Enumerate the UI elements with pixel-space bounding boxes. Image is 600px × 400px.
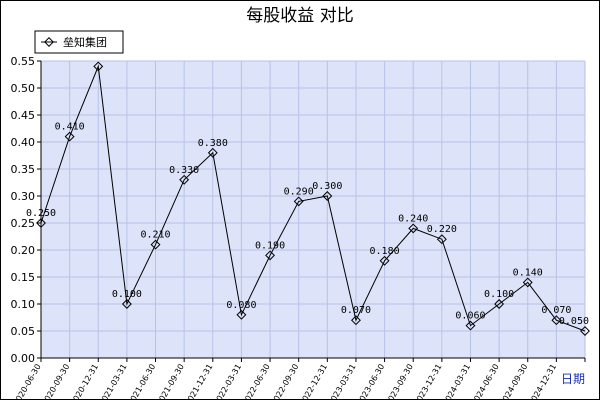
y-tick-label: 0.35 xyxy=(11,163,36,176)
data-label: 0.290 xyxy=(284,186,314,197)
x-tick-label: 2023-03-31 xyxy=(327,363,358,400)
data-point xyxy=(350,315,361,326)
data-point xyxy=(379,255,390,266)
x-tick-label: 2021-09-30 xyxy=(155,363,186,400)
data-label: 0.060 xyxy=(455,311,485,322)
x-tick-label: 2021-06-30 xyxy=(126,363,157,400)
y-tick-label: 0.00 xyxy=(11,352,36,365)
data-point xyxy=(436,234,447,245)
data-point xyxy=(150,239,161,250)
series-line xyxy=(40,64,586,332)
y-tick-label: 0.05 xyxy=(11,325,36,338)
data-label: 0.220 xyxy=(427,224,457,235)
data-label: 0.100 xyxy=(484,289,514,300)
x-tick-label: 2023-06-30 xyxy=(355,363,386,400)
data-label: 0.410 xyxy=(55,122,85,133)
data-point xyxy=(494,299,505,309)
data-point xyxy=(465,320,476,331)
x-tick-label: 2023-09-30 xyxy=(384,363,415,400)
y-tick-label: 0.55 xyxy=(11,55,36,68)
data-point xyxy=(179,174,190,185)
data-label: 0.330 xyxy=(169,165,199,176)
data-label: 0.070 xyxy=(541,305,571,316)
data-label: 0.250 xyxy=(26,208,56,219)
data-label: 0.140 xyxy=(513,267,543,278)
y-tick-label: 0.10 xyxy=(11,298,36,311)
data-label: 0.050 xyxy=(559,316,589,327)
x-tick-label: 2024-12-31 xyxy=(527,363,558,400)
legend-label: 垒知集团 xyxy=(63,35,107,49)
data-point xyxy=(293,196,304,207)
y-tick-label: 0.20 xyxy=(11,244,36,257)
data-label: 0.240 xyxy=(398,213,428,224)
legend-marker xyxy=(44,37,54,47)
x-tick-label: 2022-12-31 xyxy=(298,363,329,400)
data-label: 0.180 xyxy=(370,246,400,257)
x-tick-label: 2024-03-31 xyxy=(441,363,472,400)
data-point xyxy=(93,61,104,72)
y-tick-label: 0.50 xyxy=(11,82,36,95)
y-tick-label: 0.15 xyxy=(11,271,36,284)
data-point xyxy=(64,131,75,142)
data-point xyxy=(265,250,276,261)
x-axis-title: 日期 xyxy=(561,372,585,386)
x-tick-label: 2024-06-30 xyxy=(470,362,501,399)
data-point xyxy=(580,326,590,336)
data-label: 0.300 xyxy=(312,181,342,192)
data-point xyxy=(522,277,533,288)
data-label: 0.190 xyxy=(255,240,285,251)
x-tick-label: 2022-06-30 xyxy=(241,363,272,400)
x-tick-label: 2021-12-31 xyxy=(183,363,214,400)
plot-area xyxy=(41,61,585,358)
data-point xyxy=(207,147,218,158)
data-point xyxy=(322,191,333,201)
x-tick-label: 2020-06-30 xyxy=(12,363,43,400)
data-point xyxy=(36,218,46,228)
x-tick-label: 2024-09-30 xyxy=(498,363,529,400)
data-label: 0.380 xyxy=(198,138,228,149)
x-tick-label: 2021-03-31 xyxy=(98,363,129,400)
legend-box xyxy=(34,30,124,54)
data-label: 0.070 xyxy=(341,305,371,316)
data-label: 0.210 xyxy=(140,230,170,241)
x-tick-label: 2020-12-31 xyxy=(69,363,100,400)
x-tick-label: 2023-12-31 xyxy=(413,363,444,400)
legend: 垒知集团 xyxy=(34,30,124,54)
data-point xyxy=(551,315,562,326)
data-point xyxy=(408,223,419,234)
data-labels: 0.250 0.410 0.100 0.210 0.330 0.380 0.080 0.190… xyxy=(26,122,589,327)
x-tick-label: 2022-09-30 xyxy=(269,363,300,400)
data-point xyxy=(236,309,247,320)
x-tick-label: 2020-09-30 xyxy=(40,363,71,400)
chart-title: 每股收益 对比 xyxy=(246,6,353,26)
y-tick-label: 0.25 xyxy=(11,217,36,230)
x-tick-label: 2022-03-31 xyxy=(212,363,243,400)
y-tick-label: 0.30 xyxy=(11,190,36,203)
y-tick-label: 0.40 xyxy=(11,136,36,149)
data-point xyxy=(121,299,132,309)
series-layer xyxy=(36,61,590,336)
y-tick-label: 0.45 xyxy=(11,109,36,122)
data-label: 0.100 xyxy=(112,289,142,300)
data-label: 0.080 xyxy=(226,300,256,311)
